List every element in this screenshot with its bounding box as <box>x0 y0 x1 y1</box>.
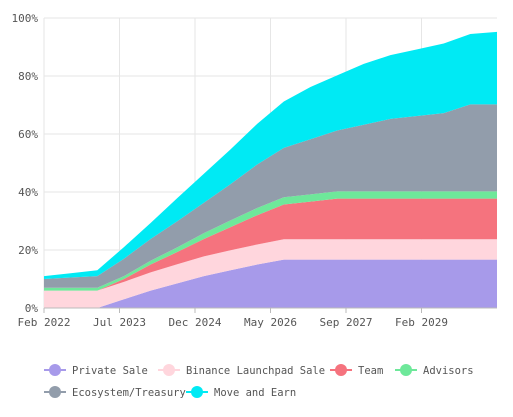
area-layer <box>44 31 497 308</box>
x-tick-label: Feb 2022 <box>18 316 71 329</box>
legend-label: Private Sale <box>72 365 148 377</box>
legend-marker <box>49 386 61 398</box>
legend-label: Binance Launchpad Sale <box>186 365 325 377</box>
y-tick-label: 20% <box>18 244 38 257</box>
y-tick-label: 60% <box>18 128 38 141</box>
legend: Private Sale Binance Launchpad Sale Team Ad… <box>44 364 474 399</box>
legend-marker <box>400 364 412 376</box>
x-tick-label: Dec 2024 <box>169 316 222 329</box>
legend-item-advisors[interactable]: Advisors <box>395 364 474 377</box>
x-tick-label: Jul 2023 <box>93 316 146 329</box>
x-tick-label: Feb 2029 <box>395 316 448 329</box>
legend-item-ecosystem-treasury[interactable]: Ecosystem/Treasury <box>44 386 186 399</box>
legend-label: Advisors <box>423 365 474 377</box>
legend-marker <box>49 364 61 376</box>
legend-item-team[interactable]: Team <box>330 364 383 377</box>
area-team <box>44 198 497 291</box>
area-binance-launchpad-sale <box>44 239 497 308</box>
legend-marker <box>163 364 175 376</box>
legend-marker <box>191 386 203 398</box>
area-private-sale <box>44 259 497 308</box>
y-tick-label: 80% <box>18 70 38 83</box>
area-move-and-earn <box>44 31 497 280</box>
legend-marker <box>335 364 347 376</box>
y-tick-label: 100% <box>12 12 39 25</box>
x-tick-label: May 2026 <box>244 316 297 329</box>
y-tick-label: 0% <box>25 302 39 315</box>
axis-layer: 0% 20% 40% 60% 80% 100% Feb 2022 Jul 2023 Dec 20… <box>12 12 497 329</box>
legend-label: Move and Earn <box>214 387 296 399</box>
legend-item-move-and-earn[interactable]: Move and Earn <box>186 386 296 399</box>
legend-label: Ecosystem/Treasury <box>72 387 186 399</box>
y-tick-label: 40% <box>18 186 38 199</box>
area-ecosystem-treasury <box>44 104 497 288</box>
legend-item-binance-launchpad-sale[interactable]: Binance Launchpad Sale <box>158 364 325 377</box>
legend-item-private-sale[interactable]: Private Sale <box>44 364 148 377</box>
legend-label: Team <box>358 365 383 377</box>
x-tick-label: Sep 2027 <box>320 316 373 329</box>
